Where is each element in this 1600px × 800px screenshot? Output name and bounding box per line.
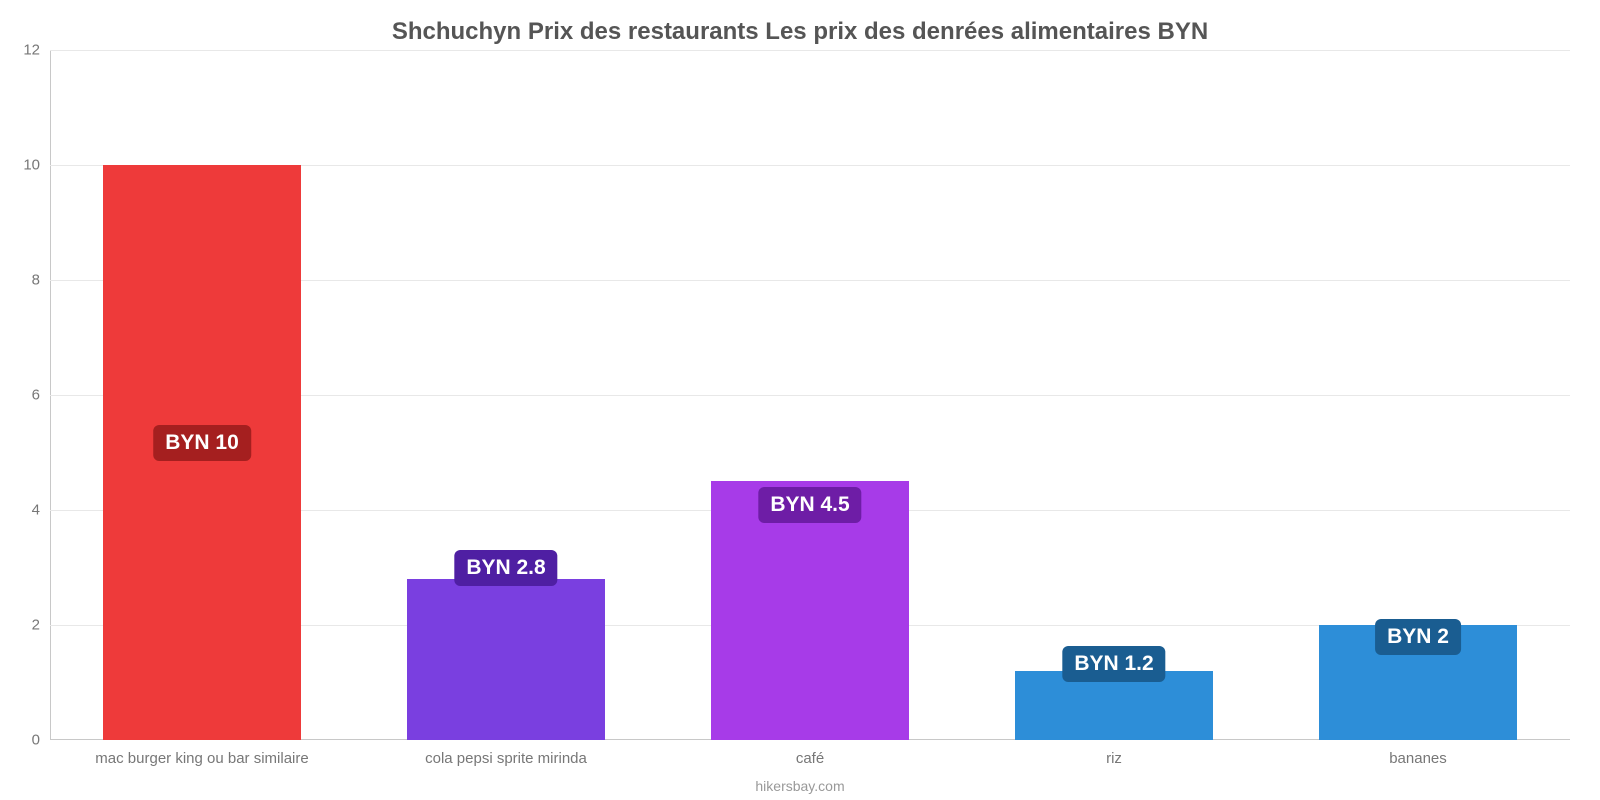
ytick-label: 12 xyxy=(23,42,50,59)
attribution-text: hikersbay.com xyxy=(0,778,1600,794)
bar-value-label: BYN 2 xyxy=(1375,619,1461,655)
ytick-label: 0 xyxy=(32,732,50,749)
xtick-label: mac burger king ou bar similaire xyxy=(95,740,308,767)
bar xyxy=(407,579,605,740)
bar-value-label: BYN 2.8 xyxy=(454,550,557,586)
bar-value-label: BYN 4.5 xyxy=(758,487,861,523)
plot-area: 024681012BYN 10mac burger king ou bar si… xyxy=(50,50,1570,740)
ytick-label: 10 xyxy=(23,157,50,174)
ytick-label: 6 xyxy=(32,387,50,404)
ytick-label: 2 xyxy=(32,617,50,634)
gridline xyxy=(50,50,1570,51)
xtick-label: bananes xyxy=(1389,740,1447,767)
chart-container: Shchuchyn Prix des restaurants Les prix … xyxy=(0,0,1600,800)
xtick-label: riz xyxy=(1106,740,1122,767)
bar-value-label: BYN 10 xyxy=(153,425,251,461)
ytick-label: 4 xyxy=(32,502,50,519)
chart-title: Shchuchyn Prix des restaurants Les prix … xyxy=(0,18,1600,46)
ytick-label: 8 xyxy=(32,272,50,289)
bar-value-label: BYN 1.2 xyxy=(1062,646,1165,682)
xtick-label: café xyxy=(796,740,824,767)
xtick-label: cola pepsi sprite mirinda xyxy=(425,740,587,767)
